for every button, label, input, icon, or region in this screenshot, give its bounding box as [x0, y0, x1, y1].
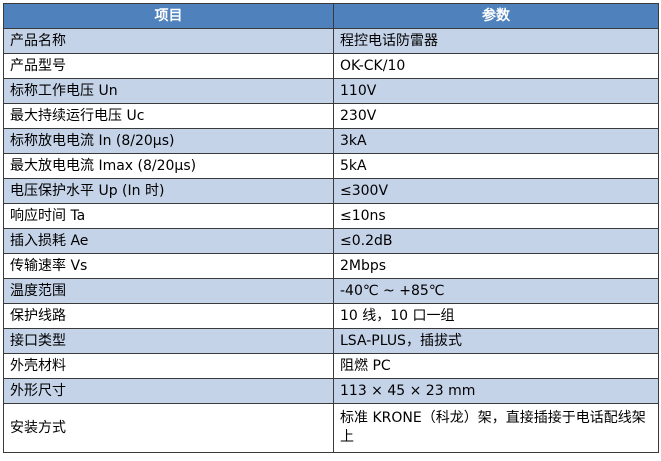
value-cell: 10 线，10 口一组 [333, 303, 659, 329]
table-row: 外壳材料 阻燃 PC [3, 353, 659, 379]
value-cell: 110V [333, 78, 659, 104]
table-row: 产品名称 程控电话防雷器 [3, 28, 659, 54]
table-row: 电压保护水平 Up (In 时) ≤300V [3, 178, 659, 204]
item-cell: 插入损耗 Ae [3, 228, 334, 254]
table-row: 传输速率 Vs 2Mbps [3, 253, 659, 279]
table-row: 标称放电电流 In (8/20μs) 3kA [3, 128, 659, 154]
item-cell: 电压保护水平 Up (In 时) [3, 178, 334, 204]
value-cell: 阻燃 PC [333, 353, 659, 379]
item-cell: 接口类型 [3, 328, 334, 354]
item-cell: 最大放电电流 Imax (8/20μs) [3, 153, 334, 179]
value-cell: 标准 KRONE（科龙）架，直接插接于电话配线架上 [333, 403, 659, 453]
table-row: 标称工作电压 Un 110V [3, 78, 659, 104]
item-cell: 外形尺寸 [3, 378, 334, 404]
item-cell: 产品型号 [3, 53, 334, 79]
value-cell: 程控电话防雷器 [333, 28, 659, 54]
item-cell: 外壳材料 [3, 353, 334, 379]
value-cell: 113 × 45 × 23 mm [333, 378, 659, 404]
value-cell: ≤0.2dB [333, 228, 659, 254]
table-row: 保护线路 10 线，10 口一组 [3, 303, 659, 329]
value-cell: 2Mbps [333, 253, 659, 279]
item-cell: 产品名称 [3, 28, 334, 54]
value-cell: ≤300V [333, 178, 659, 204]
table-row: 外形尺寸 113 × 45 × 23 mm [3, 378, 659, 404]
table-row: 响应时间 Ta ≤10ns [3, 203, 659, 229]
table-row: 产品型号 OK-CK/10 [3, 53, 659, 79]
value-cell: -40℃ ~ +85℃ [333, 278, 659, 304]
table-body: 产品名称 程控电话防雷器 产品型号 OK-CK/10 标称工作电压 Un 110V 最大持续… [3, 28, 659, 453]
item-cell: 保护线路 [3, 303, 334, 329]
header-row: 项目 参数 [3, 3, 659, 29]
header-cell: 项目 [3, 3, 334, 29]
value-cell: 5kA [333, 153, 659, 179]
table-row: 温度范围 -40℃ ~ +85℃ [3, 278, 659, 304]
item-cell: 安装方式 [3, 403, 334, 453]
item-cell: 标称放电电流 In (8/20μs) [3, 128, 334, 154]
table-row: 最大持续运行电压 Uc 230V [3, 103, 659, 129]
value-cell: 3kA [333, 128, 659, 154]
value-cell: LSA-PLUS，插拔式 [333, 328, 659, 354]
item-cell: 最大持续运行电压 Uc [3, 103, 334, 129]
value-cell: ≤10ns [333, 203, 659, 229]
spec-table: 项目 参数 产品名称 程控电话防雷器 产品型号 OK-CK/10 标称工作电压 Un 11… [3, 3, 659, 453]
table-row: 最大放电电流 Imax (8/20μs) 5kA [3, 153, 659, 179]
item-cell: 标称工作电压 Un [3, 78, 334, 104]
value-cell: 230V [333, 103, 659, 129]
table-row: 接口类型 LSA-PLUS，插拔式 [3, 328, 659, 354]
table-row: 安装方式 标准 KRONE（科龙）架，直接插接于电话配线架上 [3, 403, 659, 453]
item-cell: 响应时间 Ta [3, 203, 334, 229]
value-cell: OK-CK/10 [333, 53, 659, 79]
header-cell: 参数 [333, 3, 659, 29]
item-cell: 传输速率 Vs [3, 253, 334, 279]
item-cell: 温度范围 [3, 278, 334, 304]
table-row: 插入损耗 Ae ≤0.2dB [3, 228, 659, 254]
